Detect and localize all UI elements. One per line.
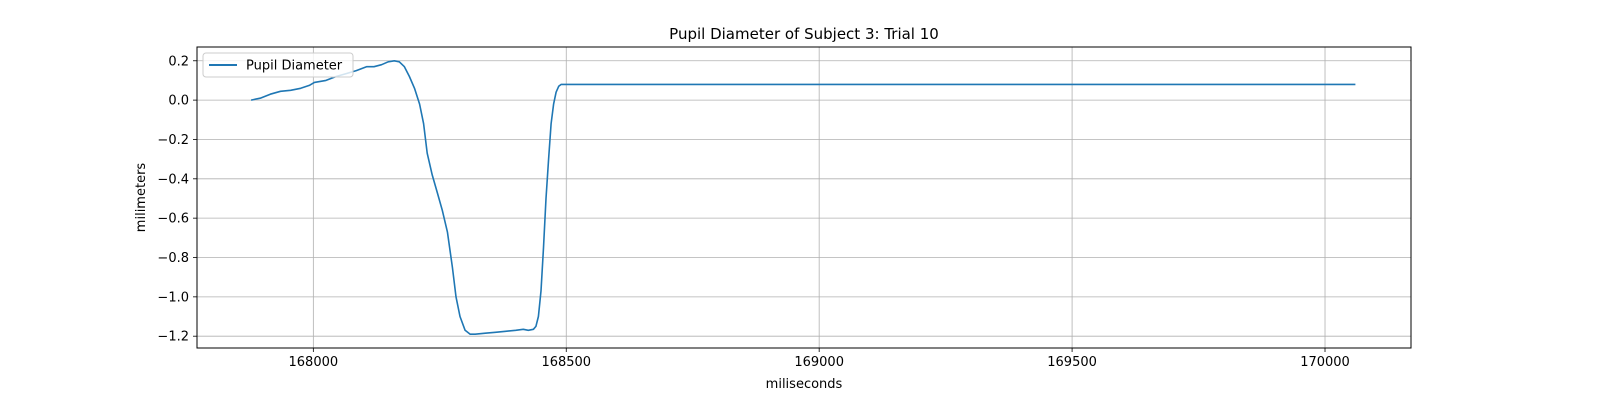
chart-title: Pupil Diameter of Subject 3: Trial 10 xyxy=(669,25,939,43)
x-axis-label: miliseconds xyxy=(766,377,843,392)
x-tick-label: 168500 xyxy=(541,355,591,370)
grid-lines xyxy=(197,47,1411,348)
x-tick-label: 168000 xyxy=(289,355,339,370)
x-axis: 168000 168500 169000 169500 170000 xyxy=(289,348,1350,370)
y-tick-label: −1.2 xyxy=(157,330,189,345)
y-tick-label: −1.0 xyxy=(157,290,189,305)
legend: Pupil Diameter xyxy=(202,52,354,78)
x-tick-label: 169000 xyxy=(794,355,844,370)
y-tick-label: 0.2 xyxy=(168,54,189,69)
y-axis: 0.2 0.0 −0.2 −0.4 −0.6 −0.8 −1.0 −1.2 xyxy=(157,54,197,345)
y-tick-label: −0.6 xyxy=(157,212,189,227)
x-tick-label: 169500 xyxy=(1047,355,1097,370)
y-axis-label: milimeters xyxy=(134,163,149,233)
x-tick-label: 170000 xyxy=(1300,355,1350,370)
plot-frame xyxy=(196,46,1412,349)
legend-label: Pupil Diameter xyxy=(246,59,343,74)
y-tick-label: −0.8 xyxy=(157,251,189,266)
y-tick-label: −0.4 xyxy=(157,172,189,187)
y-tick-label: −0.2 xyxy=(157,133,189,148)
legend-box xyxy=(202,52,354,78)
y-tick-label: 0.0 xyxy=(168,94,189,109)
